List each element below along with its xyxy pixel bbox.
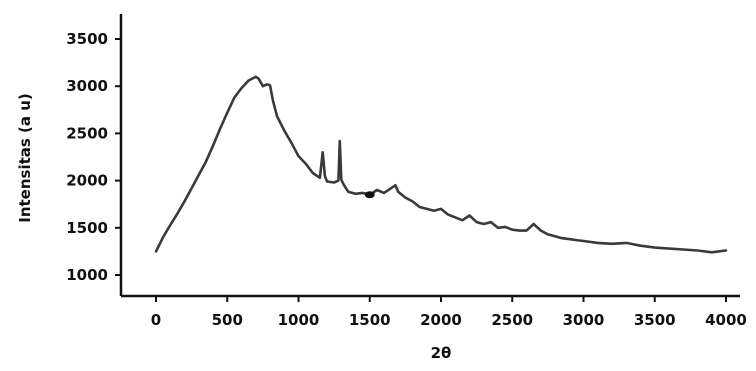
x-tick-label: 1500	[349, 311, 391, 329]
x-tick-label: 500	[212, 311, 243, 329]
marker-group	[364, 191, 375, 199]
intensity-line	[154, 75, 728, 254]
x-tick-label: 2500	[491, 311, 533, 329]
x-tick-label: 3000	[563, 311, 605, 329]
y-tick-label: 1000	[66, 266, 108, 284]
y-tick-label: 2500	[66, 124, 108, 142]
data-marker-dot	[364, 191, 375, 199]
y-tick-group: 1000 1500 2000 2500 3000 3500	[66, 30, 121, 284]
x-tick-label: 4000	[705, 311, 747, 329]
x-tick-label: 2000	[420, 311, 462, 329]
x-tick-label: 1000	[278, 311, 320, 329]
x-tick-label: 3500	[634, 311, 676, 329]
y-tick-label: 1500	[66, 219, 108, 237]
x-tick-label: 0	[151, 311, 161, 329]
x-tick-group: 0 500 1000 1500 2000 2500 3000 3500 4000	[151, 296, 747, 329]
x-axis-title: 2θ	[431, 344, 452, 362]
y-tick-label: 2000	[66, 172, 108, 190]
y-axis-title: Intensitas (a u)	[16, 93, 34, 223]
y-tick-label: 3500	[66, 30, 108, 48]
y-tick-label: 3000	[66, 77, 108, 95]
